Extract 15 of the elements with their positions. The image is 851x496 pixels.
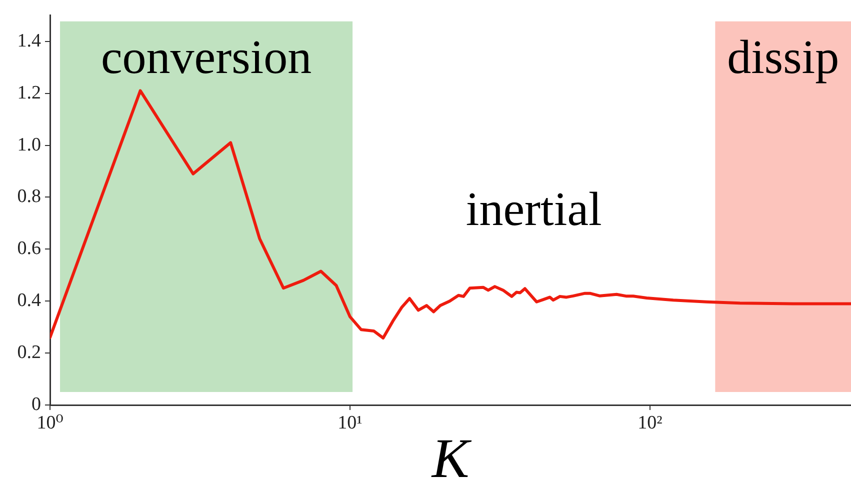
x-tick-label: 10² — [638, 412, 663, 434]
y-tick-label: 0.8 — [17, 186, 41, 208]
annotation: inertial — [466, 183, 602, 236]
y-tick-label: 0 — [32, 394, 41, 415]
y-tick-label: 0.6 — [17, 238, 41, 260]
band-label: conversion — [100, 31, 312, 84]
y-tick-label: 1.2 — [17, 82, 41, 104]
y-tick-label: 1.0 — [17, 134, 41, 156]
x-tick-label: 10¹ — [338, 412, 363, 434]
y-tick-label: 0.2 — [17, 342, 41, 364]
y-tick-label: 1.4 — [17, 30, 42, 52]
band-label: dissip — [727, 31, 840, 84]
x-axis-title: K — [430, 428, 472, 490]
x-tick-label: 10⁰ — [36, 412, 64, 434]
y-tick-label: 0.4 — [17, 290, 42, 312]
